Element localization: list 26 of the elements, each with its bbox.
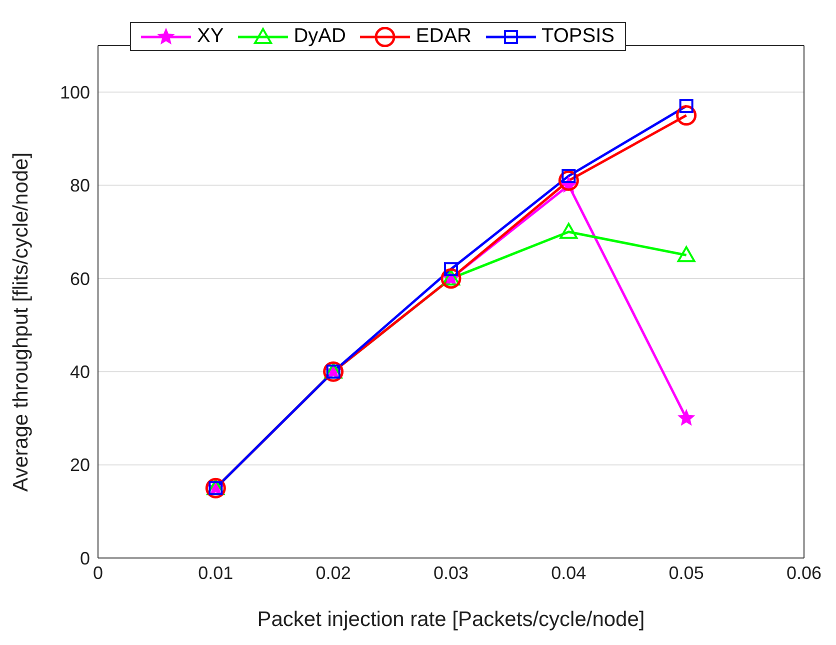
legend-label: TOPSIS [540, 25, 614, 48]
point [560, 222, 578, 239]
point [677, 246, 696, 262]
x-tick-label: 0 [92, 562, 104, 583]
point [444, 262, 458, 276]
point [558, 170, 579, 191]
y-tick-label: 60 [70, 268, 90, 289]
point [678, 410, 694, 426]
x-tick-label: 0.03 [433, 562, 469, 583]
y-tick-label: 40 [70, 362, 90, 382]
y-axis-title: Average throughput [flits/cycle/node] [9, 152, 32, 492]
x-tick-label: 0.02 [316, 562, 351, 583]
x-tick-label: 0.05 [668, 562, 704, 583]
x-axis-title: Packet injection rate [Packets/cycle/node] [257, 608, 645, 631]
legend-label: XY [196, 25, 224, 48]
y-tick-label: 20 [70, 455, 90, 476]
x-tick-label: 0.06 [786, 562, 822, 583]
y-tick-label: 100 [60, 82, 90, 102]
x-tick-label: 0.01 [198, 562, 234, 583]
point [676, 105, 697, 126]
x-tick-label: 0.04 [551, 562, 586, 583]
point [679, 99, 694, 114]
legend-label: EDAR [414, 25, 472, 48]
legend-label: DyAD [292, 25, 346, 48]
y-tick-label: 0 [80, 548, 90, 568]
y-tick-label: 80 [70, 176, 90, 196]
